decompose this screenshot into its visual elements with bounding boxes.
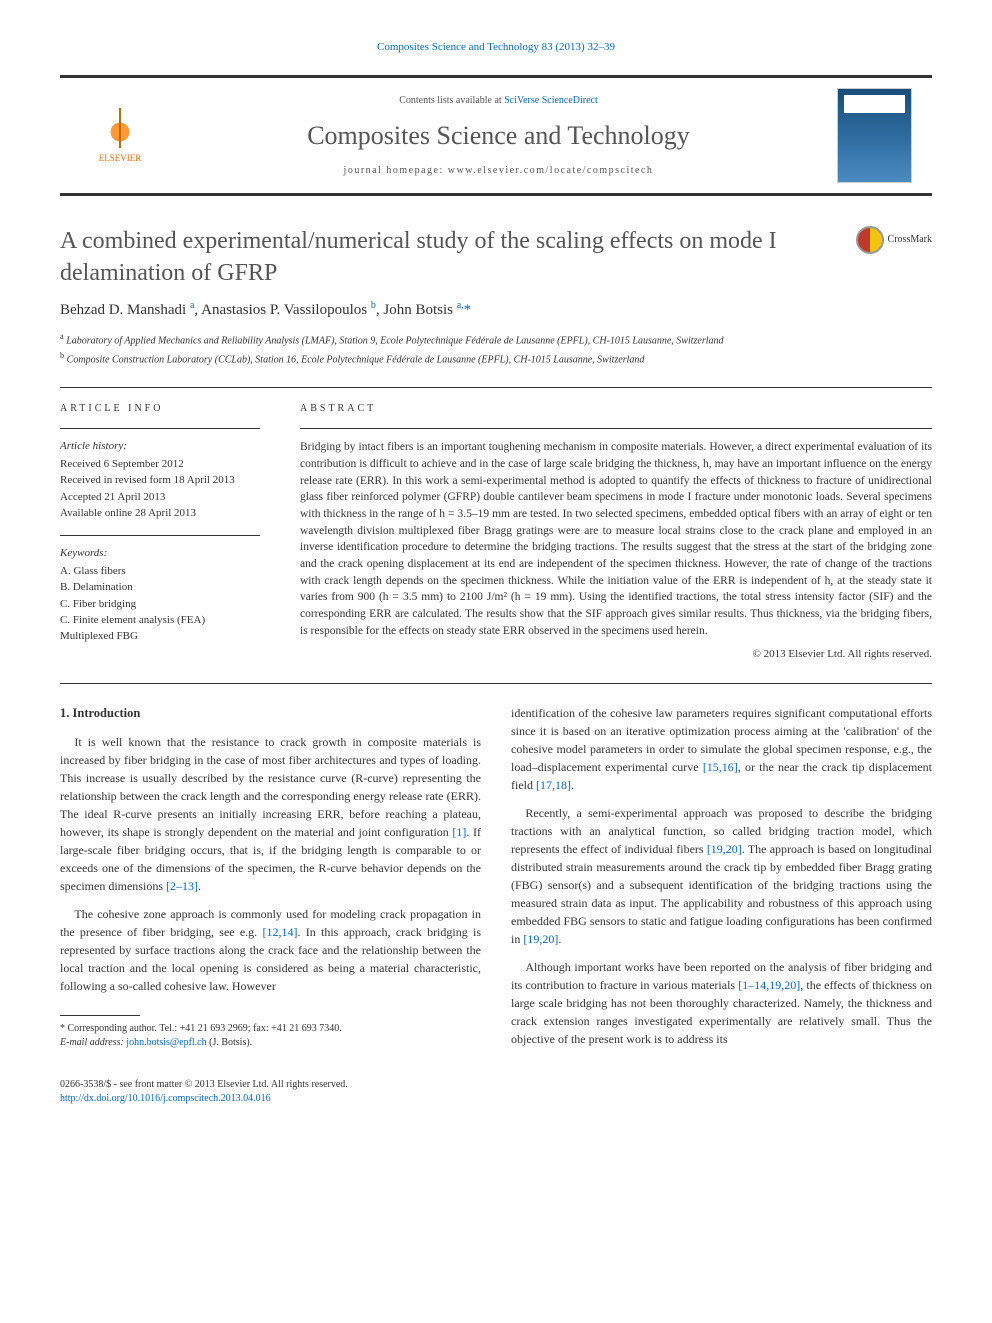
journal-reference: Composites Science and Technology 83 (20… [60, 40, 932, 55]
affil-sup: a, [457, 300, 464, 311]
divider [60, 428, 260, 429]
history-line: Accepted 21 April 2013 [60, 490, 260, 505]
history-line: Available online 28 April 2013 [60, 506, 260, 521]
right-column: identification of the cohesive law param… [511, 704, 932, 1058]
corresponding-email[interactable]: john.botsis@epfl.ch [126, 1037, 206, 1048]
footnote-divider [60, 1015, 140, 1016]
homepage-url[interactable]: www.elsevier.com/locate/compscitech [448, 165, 654, 176]
keyword: C. Finite element analysis (FEA) [60, 613, 260, 628]
author-2[interactable]: Anastasios P. Vassilopoulos [201, 302, 367, 318]
article-title: A combined experimental/numerical study … [60, 226, 836, 288]
keyword: B. Delamination [60, 580, 260, 595]
crossmark-badge[interactable]: CrossMark [856, 226, 932, 254]
body-para: Although important works have been repor… [511, 958, 932, 1048]
affiliation: a Laboratory of Applied Mechanics and Re… [60, 331, 932, 348]
banner-center: Contents lists available at SciVerse Sci… [180, 94, 817, 178]
keywords-label: Keywords: [60, 546, 260, 561]
keyword: C. Fiber bridging [60, 597, 260, 612]
history-label: Article history: [60, 439, 260, 454]
publisher-name: ELSEVIER [99, 152, 142, 165]
publisher-logo-block: ELSEVIER [80, 96, 160, 176]
body-para: The cohesive zone approach is commonly u… [60, 905, 481, 995]
history-line: Received 6 September 2012 [60, 457, 260, 472]
abstract-head: ABSTRACT [300, 402, 932, 416]
body-para: It is well known that the resistance to … [60, 733, 481, 895]
author-1[interactable]: Behzad D. Manshadi [60, 302, 186, 318]
corresponding-footnote: * Corresponding author. Tel.: +41 21 693… [60, 1022, 481, 1050]
issn-line: 0266-3538/$ - see front matter © 2013 El… [60, 1078, 932, 1092]
elsevier-tree-icon [100, 108, 140, 148]
journal-homepage: journal homepage: www.elsevier.com/locat… [180, 164, 817, 178]
left-column: 1. Introduction It is well known that th… [60, 704, 481, 1058]
abstract-block: ABSTRACT Bridging by intact fibers is an… [300, 402, 932, 662]
contents-line: Contents lists available at SciVerse Sci… [180, 94, 817, 108]
journal-cover-thumbnail [837, 88, 912, 183]
abstract-copyright: © 2013 Elsevier Ltd. All rights reserved… [300, 647, 932, 662]
affiliation: b Composite Construction Laboratory (CCL… [60, 350, 932, 367]
section-heading: 1. Introduction [60, 704, 481, 723]
sciencedirect-link[interactable]: SciVerse ScienceDirect [504, 95, 598, 106]
author-list: Behzad D. Manshadi a, Anastasios P. Vass… [60, 299, 932, 321]
divider [60, 387, 932, 388]
article-info-head: ARTICLE INFO [60, 402, 260, 416]
page-footer: 0266-3538/$ - see front matter © 2013 El… [60, 1078, 932, 1106]
affil-sup: b [371, 300, 376, 311]
author-3[interactable]: John Botsis [383, 302, 453, 318]
body-columns: 1. Introduction It is well known that th… [60, 704, 932, 1058]
divider [60, 683, 932, 684]
journal-banner: ELSEVIER Contents lists available at Sci… [60, 75, 932, 196]
crossmark-icon [856, 226, 884, 254]
journal-name: Composites Science and Technology [180, 118, 817, 154]
abstract-text: Bridging by intact fibers is an importan… [300, 439, 932, 639]
article-info-block: ARTICLE INFO Article history: Received 6… [60, 402, 260, 662]
journal-ref-text[interactable]: Composites Science and Technology 83 (20… [377, 41, 615, 53]
history-line: Received in revised form 18 April 2013 [60, 473, 260, 488]
body-para: Recently, a semi-experimental approach w… [511, 804, 932, 948]
affil-sup: a [190, 300, 194, 311]
keyword: Multiplexed FBG [60, 629, 260, 644]
body-para: identification of the cohesive law param… [511, 704, 932, 794]
email-label: E-mail address: [60, 1037, 126, 1048]
keyword: A. Glass fibers [60, 564, 260, 579]
doi-link[interactable]: http://dx.doi.org/10.1016/j.compscitech.… [60, 1093, 271, 1104]
corresponding-author-mark[interactable]: * [464, 302, 472, 318]
divider [300, 428, 932, 429]
divider [60, 535, 260, 536]
